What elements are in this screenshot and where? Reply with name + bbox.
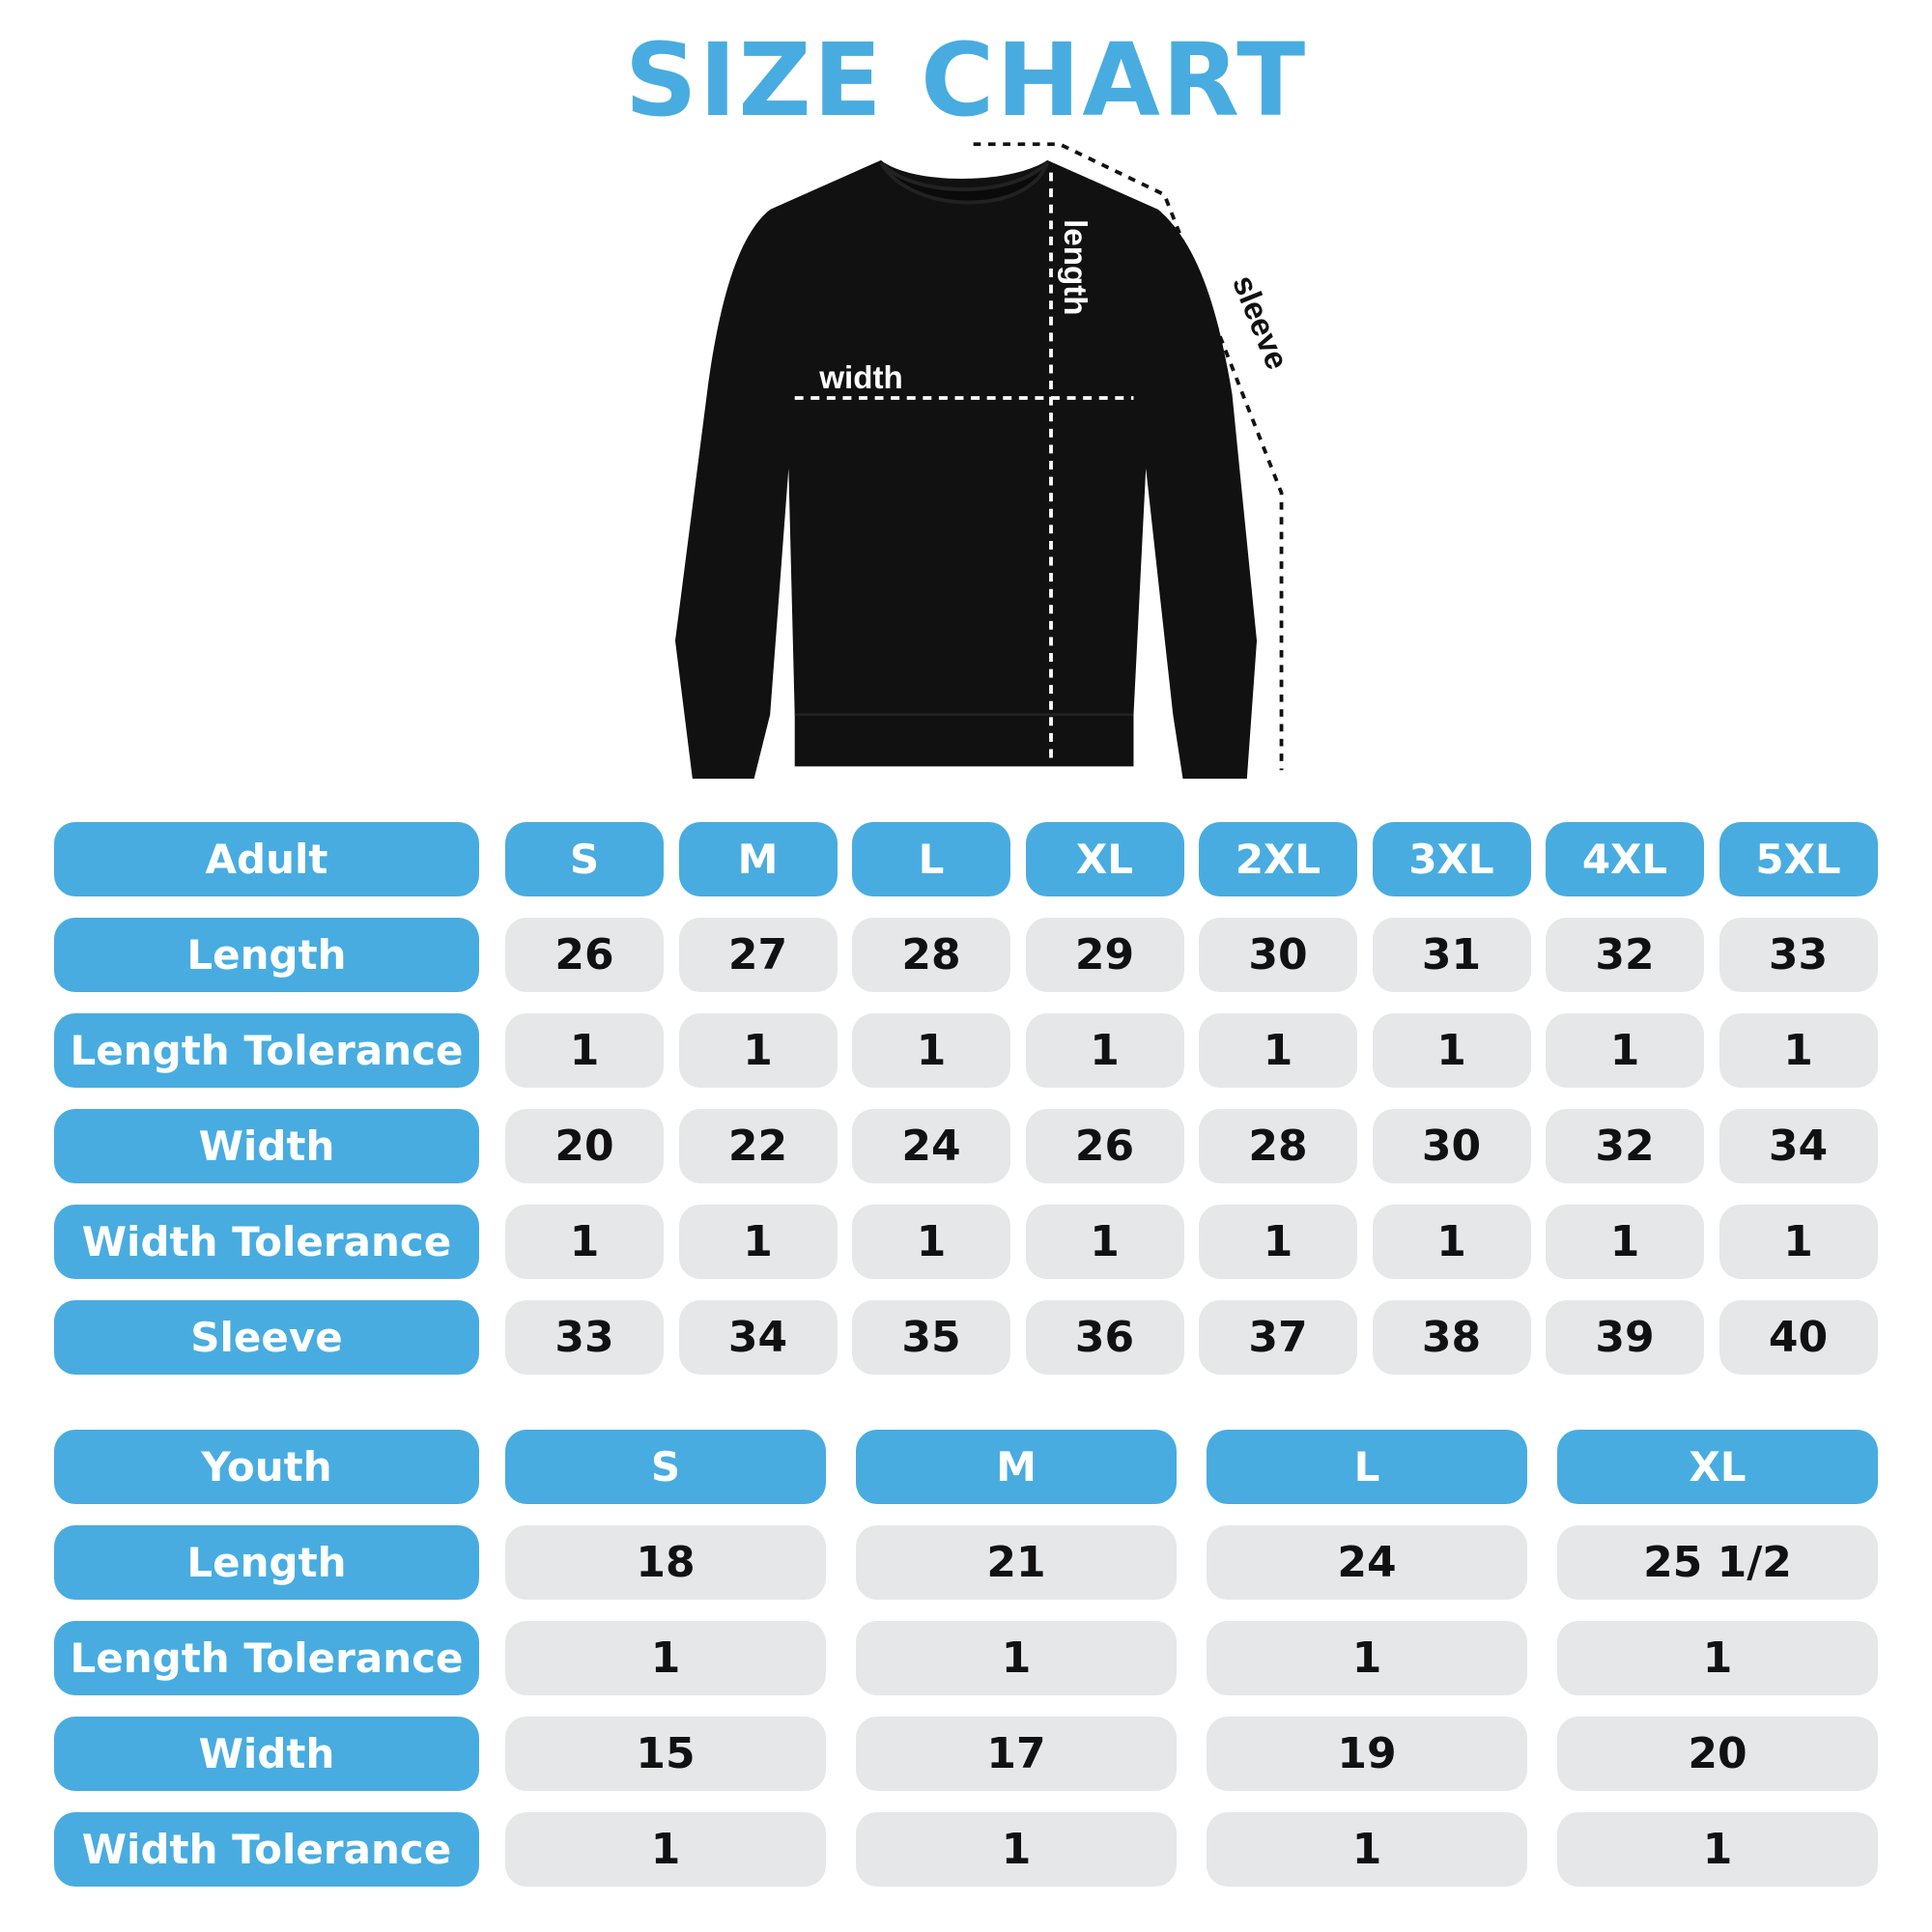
adult-size-4xl: 4XL bbox=[1546, 822, 1704, 896]
adult-value-cell: 28 bbox=[852, 918, 1010, 992]
youth-value-cell: 1 bbox=[856, 1621, 1177, 1695]
youth-value-cell: 24 bbox=[1207, 1525, 1527, 1600]
adult-value-cell: 1 bbox=[1719, 1013, 1878, 1088]
youth-value-cell: 15 bbox=[505, 1717, 826, 1791]
adult-value-cell: 1 bbox=[678, 1013, 838, 1088]
adult-value-cell: 1 bbox=[505, 1013, 664, 1088]
adult-value-cell: 33 bbox=[505, 1300, 664, 1375]
youth-value-cell: 21 bbox=[856, 1525, 1177, 1600]
adult-size-m: M bbox=[678, 822, 838, 896]
adult-value-cell: 26 bbox=[1025, 1109, 1184, 1183]
adult-value-cell: 1 bbox=[1025, 1205, 1184, 1279]
adult-row-label: Width Tolerance bbox=[54, 1205, 479, 1279]
adult-size-5xl: 5XL bbox=[1719, 822, 1878, 896]
youth-size-xl: XL bbox=[1557, 1430, 1878, 1504]
youth-value-cell: 1 bbox=[856, 1812, 1177, 1887]
youth-value-cell: 19 bbox=[1207, 1717, 1527, 1791]
length-label: length bbox=[1057, 219, 1093, 315]
adult-row-label: Length Tolerance bbox=[54, 1013, 479, 1088]
adult-header-label: Adult bbox=[54, 822, 479, 896]
adult-value-cell: 1 bbox=[1546, 1205, 1704, 1279]
adult-value-cell: 30 bbox=[1199, 918, 1357, 992]
youth-header-label: Youth bbox=[54, 1430, 479, 1504]
adult-size-3xl: 3XL bbox=[1372, 822, 1531, 896]
adult-value-cell: 1 bbox=[678, 1205, 838, 1279]
youth-value-cell: 1 bbox=[505, 1812, 826, 1887]
youth-value-cell: 1 bbox=[1207, 1812, 1527, 1887]
adult-value-cell: 34 bbox=[1719, 1109, 1878, 1183]
adult-value-cell: 39 bbox=[1546, 1300, 1704, 1375]
youth-size-m: M bbox=[856, 1430, 1177, 1504]
youth-row-label: Length bbox=[54, 1525, 479, 1600]
adult-value-cell: 31 bbox=[1372, 918, 1531, 992]
adult-value-cell: 40 bbox=[1719, 1300, 1878, 1375]
page-title: SIZE CHART bbox=[624, 21, 1308, 139]
youth-value-cell: 1 bbox=[1207, 1621, 1527, 1695]
adult-value-cell: 34 bbox=[678, 1300, 838, 1375]
youth-value-cell: 25 1/2 bbox=[1557, 1525, 1878, 1600]
adult-row-label: Length bbox=[54, 918, 479, 992]
adult-value-cell: 1 bbox=[1199, 1205, 1357, 1279]
youth-size-l: L bbox=[1207, 1430, 1527, 1504]
youth-row-label: Width Tolerance bbox=[54, 1812, 479, 1887]
sleeve-label: sleeve bbox=[1225, 270, 1294, 375]
width-label: width bbox=[818, 360, 903, 396]
adult-value-cell: 28 bbox=[1199, 1109, 1357, 1183]
adult-value-cell: 22 bbox=[678, 1109, 838, 1183]
sweatshirt-shape bbox=[674, 159, 1258, 780]
youth-row-label: Length Tolerance bbox=[54, 1621, 479, 1695]
youth-value-cell: 1 bbox=[505, 1621, 826, 1695]
youth-row-label: Width bbox=[54, 1717, 479, 1791]
adult-size-s: S bbox=[505, 822, 664, 896]
adult-value-cell: 36 bbox=[1025, 1300, 1184, 1375]
adult-value-cell: 35 bbox=[852, 1300, 1010, 1375]
adult-size-l: L bbox=[852, 822, 1010, 896]
adult-value-cell: 1 bbox=[1025, 1013, 1184, 1088]
adult-value-cell: 29 bbox=[1025, 918, 1184, 992]
adult-value-cell: 32 bbox=[1546, 918, 1704, 992]
adult-row-label: Sleeve bbox=[54, 1300, 479, 1375]
adult-value-cell: 32 bbox=[1546, 1109, 1704, 1183]
youth-value-cell: 1 bbox=[1557, 1812, 1878, 1887]
adult-value-cell: 1 bbox=[505, 1205, 664, 1279]
collar bbox=[879, 161, 1049, 205]
youth-value-cell: 17 bbox=[856, 1717, 1177, 1791]
youth-size-s: S bbox=[505, 1430, 826, 1504]
adult-row-label: Width bbox=[54, 1109, 479, 1183]
adult-value-cell: 20 bbox=[505, 1109, 664, 1183]
adult-value-cell: 1 bbox=[852, 1013, 1010, 1088]
adult-size-xl: XL bbox=[1025, 822, 1184, 896]
youth-value-cell: 18 bbox=[505, 1525, 826, 1600]
adult-value-cell: 1 bbox=[1546, 1013, 1704, 1088]
adult-value-cell: 27 bbox=[678, 918, 838, 992]
adult-value-cell: 38 bbox=[1372, 1300, 1531, 1375]
adult-value-cell: 26 bbox=[505, 918, 664, 992]
adult-value-cell: 1 bbox=[1199, 1013, 1357, 1088]
adult-value-cell: 1 bbox=[1372, 1013, 1531, 1088]
adult-value-cell: 30 bbox=[1372, 1109, 1531, 1183]
adult-value-cell: 24 bbox=[852, 1109, 1010, 1183]
adult-value-cell: 1 bbox=[852, 1205, 1010, 1279]
adult-value-cell: 37 bbox=[1199, 1300, 1357, 1375]
youth-value-cell: 1 bbox=[1557, 1621, 1878, 1695]
adult-value-cell: 1 bbox=[1372, 1205, 1531, 1279]
adult-value-cell: 33 bbox=[1719, 918, 1878, 992]
youth-value-cell: 20 bbox=[1557, 1717, 1878, 1791]
adult-value-cell: 1 bbox=[1719, 1205, 1878, 1279]
adult-size-2xl: 2XL bbox=[1199, 822, 1357, 896]
